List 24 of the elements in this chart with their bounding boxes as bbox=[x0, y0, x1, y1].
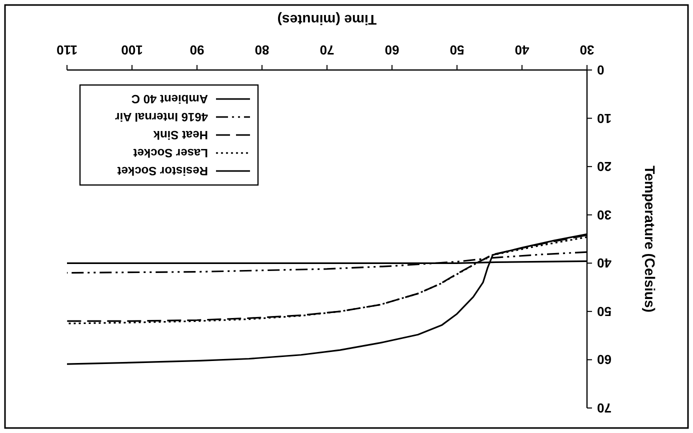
y-tick-label: 60 bbox=[597, 352, 612, 368]
x-axis-title: Time (minutes) bbox=[277, 12, 377, 28]
x-tick-label: 50 bbox=[450, 42, 464, 58]
y-tick-label: 70 bbox=[597, 400, 612, 416]
y-tick-label: 0 bbox=[597, 62, 604, 78]
y-tick-label: 20 bbox=[597, 159, 612, 174]
x-tick-label: 110 bbox=[56, 42, 78, 58]
x-tick-label: 80 bbox=[254, 42, 270, 58]
y-tick-label: 50 bbox=[597, 304, 612, 319]
legend-label: Resistor Socket bbox=[117, 164, 208, 178]
legend-label: Heat Sink bbox=[152, 128, 208, 142]
x-tick-label: 30 bbox=[580, 42, 594, 58]
y-axis-title: Temperature (Celsius) bbox=[642, 166, 658, 312]
y-tick-label: 30 bbox=[597, 207, 612, 222]
x-tick-label: 100 bbox=[121, 42, 143, 58]
x-tick-label: 60 bbox=[384, 42, 400, 58]
y-tick-label: 40 bbox=[597, 256, 612, 271]
x-tick-label: 40 bbox=[514, 42, 530, 58]
y-tick-label: 10 bbox=[597, 110, 612, 126]
legend-label: Ambient 40 C bbox=[130, 92, 208, 106]
x-tick-label: 90 bbox=[190, 42, 204, 58]
x-tick-label: 70 bbox=[320, 42, 334, 58]
legend-label: Laser Socket bbox=[133, 146, 208, 160]
legend-label: 4616 Internal Air bbox=[114, 110, 208, 124]
